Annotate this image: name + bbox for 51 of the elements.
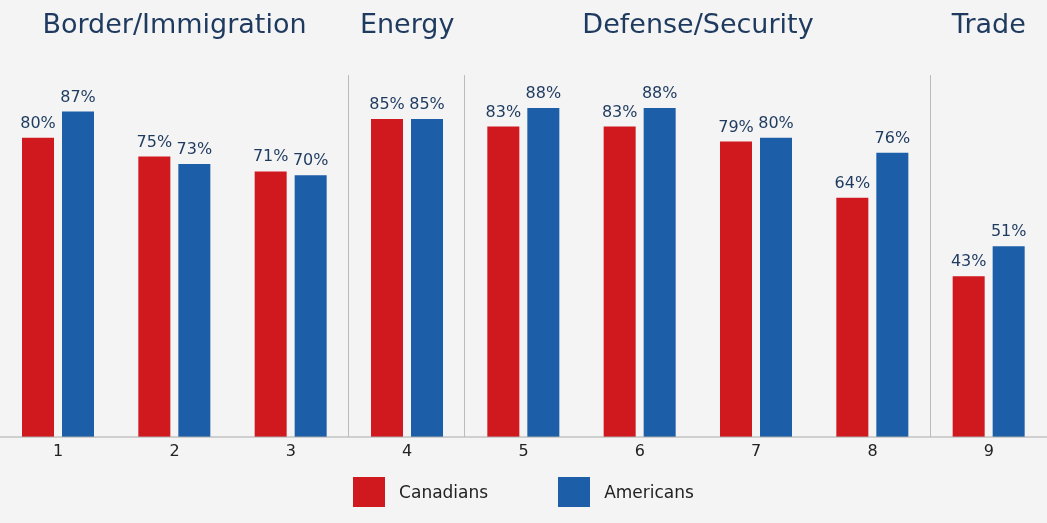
text: Border/Immigration [42,8,307,39]
bar [62,111,94,437]
bar [527,107,560,437]
bar [760,137,792,437]
data-label: 85% [369,94,405,114]
data-label: 88% [641,82,678,102]
data-label: 80% [758,112,794,132]
data-label: 43% [950,251,987,271]
bar [992,246,1025,437]
legend-label: Canadians [399,482,489,502]
x-tick-label: 4 [402,441,413,461]
x-tick-label: 6 [634,441,645,461]
data-label: 70% [292,150,329,170]
data-label: 76% [874,127,911,147]
data-label: 85% [409,94,445,114]
x-tick-label: 2 [169,441,180,461]
bar [952,276,985,437]
data-label: 83% [601,101,638,121]
bar [138,156,171,437]
text: Energy [359,8,455,39]
bar [371,119,403,437]
text: Defense/Security [581,8,815,39]
data-label: 80% [20,112,56,132]
bar [178,163,211,437]
bar [294,175,327,437]
bar [411,119,443,437]
x-tick-label: 7 [751,441,762,461]
x-tick-label: 5 [518,441,529,461]
data-label: 87% [60,86,96,106]
data-label: 83% [485,101,522,121]
bar [22,137,54,437]
data-label: 75% [136,131,173,151]
legend-label: Americans [604,482,694,502]
bar [487,126,520,437]
bar [254,171,287,437]
bar [876,152,909,437]
bar [836,197,869,437]
data-label: 64% [834,172,871,192]
bar [720,141,752,437]
data-label: 73% [176,138,213,158]
text: Trade [951,8,1026,39]
data-label: 88% [525,82,562,102]
x-tick-label: 1 [53,441,64,461]
bar [643,107,676,437]
x-tick-label: 9 [983,441,994,461]
bar [603,126,636,437]
data-label: 71% [252,146,289,166]
x-tick-label: 3 [285,441,296,461]
data-label: 51% [990,221,1027,241]
data-label: 79% [718,116,754,136]
x-tick-label: 8 [867,441,878,461]
